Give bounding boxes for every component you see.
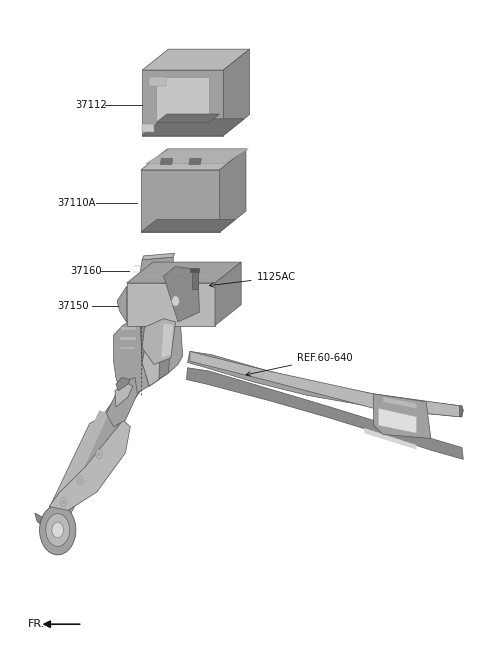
Polygon shape	[127, 283, 215, 326]
Polygon shape	[114, 309, 183, 401]
Polygon shape	[373, 394, 431, 438]
Polygon shape	[146, 149, 248, 164]
Polygon shape	[188, 351, 462, 417]
Circle shape	[79, 478, 82, 482]
Polygon shape	[49, 420, 130, 510]
Polygon shape	[142, 253, 175, 260]
Polygon shape	[116, 378, 130, 391]
Polygon shape	[142, 322, 161, 386]
Circle shape	[46, 514, 70, 547]
Polygon shape	[220, 149, 246, 232]
Polygon shape	[107, 378, 137, 426]
Polygon shape	[378, 408, 417, 433]
Polygon shape	[117, 286, 127, 323]
Circle shape	[96, 449, 103, 459]
Polygon shape	[159, 266, 202, 322]
Polygon shape	[364, 428, 417, 449]
Circle shape	[98, 452, 101, 456]
Polygon shape	[459, 406, 463, 417]
Polygon shape	[215, 262, 241, 326]
Polygon shape	[141, 149, 246, 170]
Polygon shape	[142, 70, 223, 135]
Polygon shape	[142, 124, 154, 132]
Polygon shape	[115, 382, 132, 407]
Polygon shape	[140, 257, 173, 281]
Polygon shape	[156, 114, 219, 122]
Polygon shape	[187, 368, 463, 459]
Polygon shape	[160, 158, 173, 165]
Text: 37160: 37160	[71, 266, 102, 276]
Polygon shape	[189, 158, 201, 165]
Polygon shape	[44, 417, 102, 528]
Text: FR.: FR.	[28, 619, 45, 629]
Polygon shape	[164, 266, 199, 322]
Polygon shape	[156, 77, 209, 122]
Polygon shape	[161, 323, 173, 358]
Polygon shape	[141, 219, 236, 232]
Polygon shape	[56, 410, 109, 509]
Polygon shape	[141, 170, 220, 232]
Polygon shape	[142, 319, 176, 365]
Polygon shape	[191, 267, 199, 272]
Polygon shape	[37, 378, 147, 528]
Circle shape	[172, 296, 180, 306]
Circle shape	[62, 500, 65, 504]
Polygon shape	[140, 309, 173, 386]
Polygon shape	[223, 49, 250, 135]
Text: 37112: 37112	[75, 100, 107, 110]
Text: REF.60-640: REF.60-640	[246, 353, 353, 376]
Polygon shape	[120, 337, 136, 340]
Polygon shape	[190, 351, 462, 417]
Circle shape	[77, 476, 84, 485]
Circle shape	[52, 522, 63, 538]
Polygon shape	[142, 119, 244, 135]
Text: 1125AC: 1125AC	[209, 273, 296, 287]
Text: 37150: 37150	[58, 301, 89, 311]
Polygon shape	[121, 327, 136, 330]
Polygon shape	[192, 272, 198, 289]
Polygon shape	[120, 347, 135, 350]
Text: 37110A: 37110A	[58, 198, 96, 208]
Polygon shape	[149, 77, 166, 87]
Polygon shape	[383, 397, 417, 408]
Polygon shape	[127, 262, 241, 283]
Polygon shape	[35, 513, 47, 528]
Polygon shape	[142, 49, 250, 70]
Circle shape	[60, 497, 67, 507]
Circle shape	[39, 505, 76, 555]
